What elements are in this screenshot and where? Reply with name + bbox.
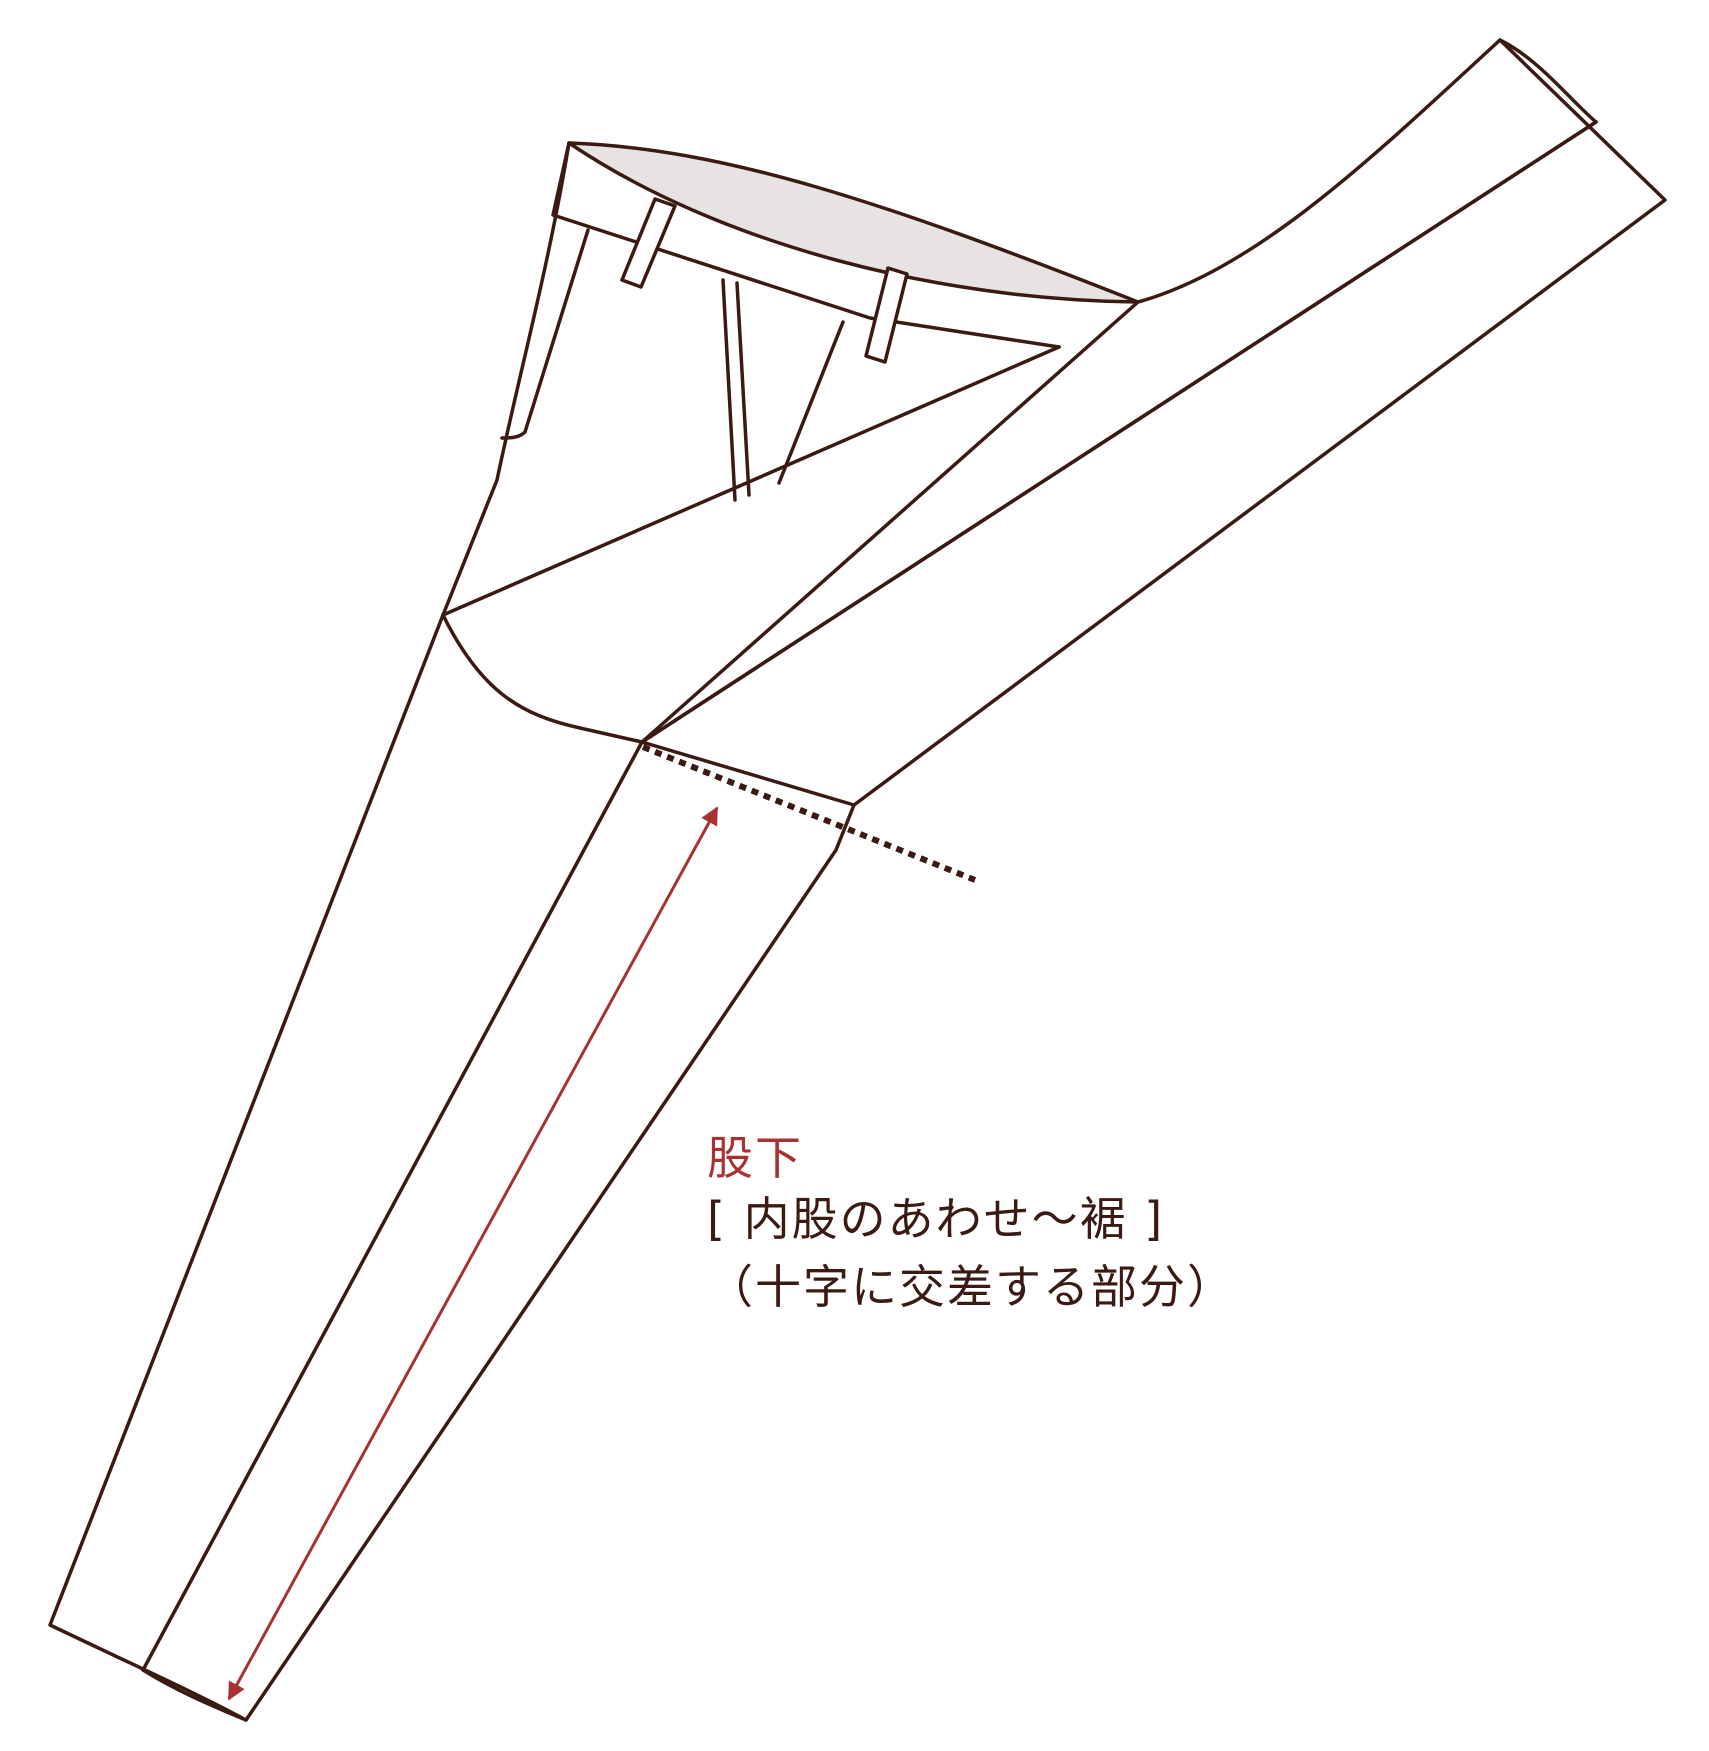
pleat-left [721,278,737,502]
back-leg-outline [640,38,1667,807]
belt-loop-right [864,266,909,364]
inseam-range-label: [ 内股のあわせ～裾 ] [707,1192,1165,1246]
crotch-curve [441,613,644,744]
inseam-measure-arrow [227,806,719,1701]
inseam-note-label: （十字に交差する部分） [707,1260,1235,1314]
side-pocket [500,228,590,440]
hem-line [141,1668,248,1722]
pleat-right [735,281,751,497]
front-leg-outline [48,141,856,1722]
fly-line [777,320,845,485]
inseam-line [141,740,644,1672]
back-overlap-edge [441,345,1061,617]
belt-loop-left [620,197,677,289]
back-leg-hem-edge [640,38,1598,744]
inseam-title: 股下 [707,1131,803,1185]
crotch-crossing-edge [640,740,856,807]
back-leg-fold [640,120,1598,744]
crotch-crossing-dotted-line [641,744,977,883]
